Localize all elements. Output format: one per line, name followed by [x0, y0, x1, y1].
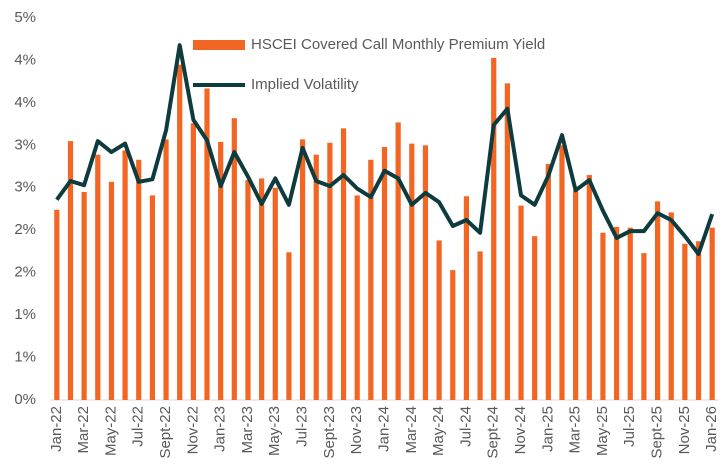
bar — [545, 164, 551, 400]
bar — [436, 240, 442, 400]
y-tick-label: 4% — [14, 94, 36, 111]
x-tick-label: Jan-26 — [703, 406, 720, 452]
x-tick-label: May-25 — [594, 406, 611, 456]
bar — [422, 145, 429, 400]
x-tick-label: May-23 — [266, 406, 283, 456]
bar — [245, 180, 251, 400]
x-tick-label: Jan-25 — [539, 406, 556, 452]
bar — [491, 57, 497, 401]
bar — [641, 253, 647, 400]
bar — [286, 252, 292, 400]
y-tick-label: 1% — [14, 306, 36, 323]
y-tick-label: 3% — [14, 136, 36, 153]
legend-swatch — [193, 40, 245, 50]
x-tick-label: May-22 — [102, 406, 119, 456]
x-tick-label: Jul-25 — [621, 406, 638, 447]
y-tick-label: 1% — [14, 349, 36, 366]
bar — [177, 64, 183, 400]
bar — [627, 227, 633, 400]
x-tick-label: Jan-24 — [375, 406, 392, 452]
bar — [354, 195, 360, 400]
bar — [218, 141, 224, 400]
bar — [272, 187, 278, 400]
x-tick-label: Nov-24 — [512, 406, 529, 454]
x-tick-label: Jul-22 — [130, 406, 147, 447]
bar — [532, 236, 538, 400]
bar — [463, 196, 470, 400]
y-tick-label: 3% — [14, 179, 36, 196]
x-tick-label: Nov-23 — [348, 406, 365, 454]
y-tick-label: 5% — [14, 9, 36, 26]
bar — [409, 143, 415, 400]
bar — [67, 141, 74, 401]
bar — [204, 88, 210, 401]
y-tick-label: 2% — [14, 221, 36, 238]
bar — [450, 270, 456, 400]
bar — [586, 175, 592, 400]
bar — [136, 159, 142, 400]
bar — [477, 251, 483, 400]
bar — [327, 142, 333, 400]
x-tick-label: Sept-25 — [649, 406, 666, 459]
y-tick-label: 2% — [14, 264, 36, 281]
bar — [340, 128, 347, 400]
bar — [163, 139, 169, 400]
x-tick-label: Sept-23 — [321, 406, 338, 459]
bar — [695, 241, 702, 400]
bar — [600, 232, 606, 400]
x-tick-label: Mar-24 — [403, 406, 420, 454]
bar — [299, 139, 306, 400]
bar — [81, 192, 87, 400]
bar — [381, 147, 388, 400]
x-tick-label: Jan-23 — [212, 406, 229, 452]
bar — [149, 195, 155, 400]
x-tick-label: May-24 — [430, 406, 447, 456]
bar — [190, 123, 196, 401]
bar — [654, 201, 661, 400]
bar — [668, 212, 674, 400]
bar — [559, 145, 565, 400]
bar — [108, 181, 115, 400]
x-tick-label: Sept-24 — [485, 406, 502, 459]
bar — [95, 154, 101, 400]
bar — [368, 159, 374, 400]
x-tick-label: Nov-22 — [184, 406, 201, 454]
y-tick-label: 0% — [14, 391, 36, 408]
x-tick-label: Mar-23 — [239, 406, 256, 454]
bar — [573, 190, 579, 400]
line — [55, 43, 715, 256]
x-tick-label: Mar-25 — [567, 406, 584, 454]
bar — [122, 150, 128, 400]
x-tick-label: Jan-22 — [48, 406, 65, 452]
bar — [259, 178, 265, 400]
x-tick-label: Sept-22 — [157, 406, 174, 459]
bar — [395, 122, 401, 400]
legend-label: HSCEI Covered Call Monthly Premium Yield — [251, 36, 545, 53]
bar — [313, 154, 319, 400]
x-tick-label: Nov-25 — [676, 406, 693, 454]
bar — [682, 243, 688, 400]
bar — [231, 118, 237, 401]
bar — [504, 83, 510, 400]
bar — [518, 205, 524, 400]
x-tick-label: Jul-23 — [294, 406, 311, 447]
bar — [614, 226, 620, 400]
x-tick-label: Jul-24 — [457, 406, 474, 447]
x-tick-label: Mar-22 — [75, 406, 92, 454]
bar — [54, 209, 60, 400]
bar — [709, 227, 715, 400]
y-tick-label: 4% — [14, 51, 36, 68]
legend-label: Implied Volatility — [251, 76, 359, 93]
